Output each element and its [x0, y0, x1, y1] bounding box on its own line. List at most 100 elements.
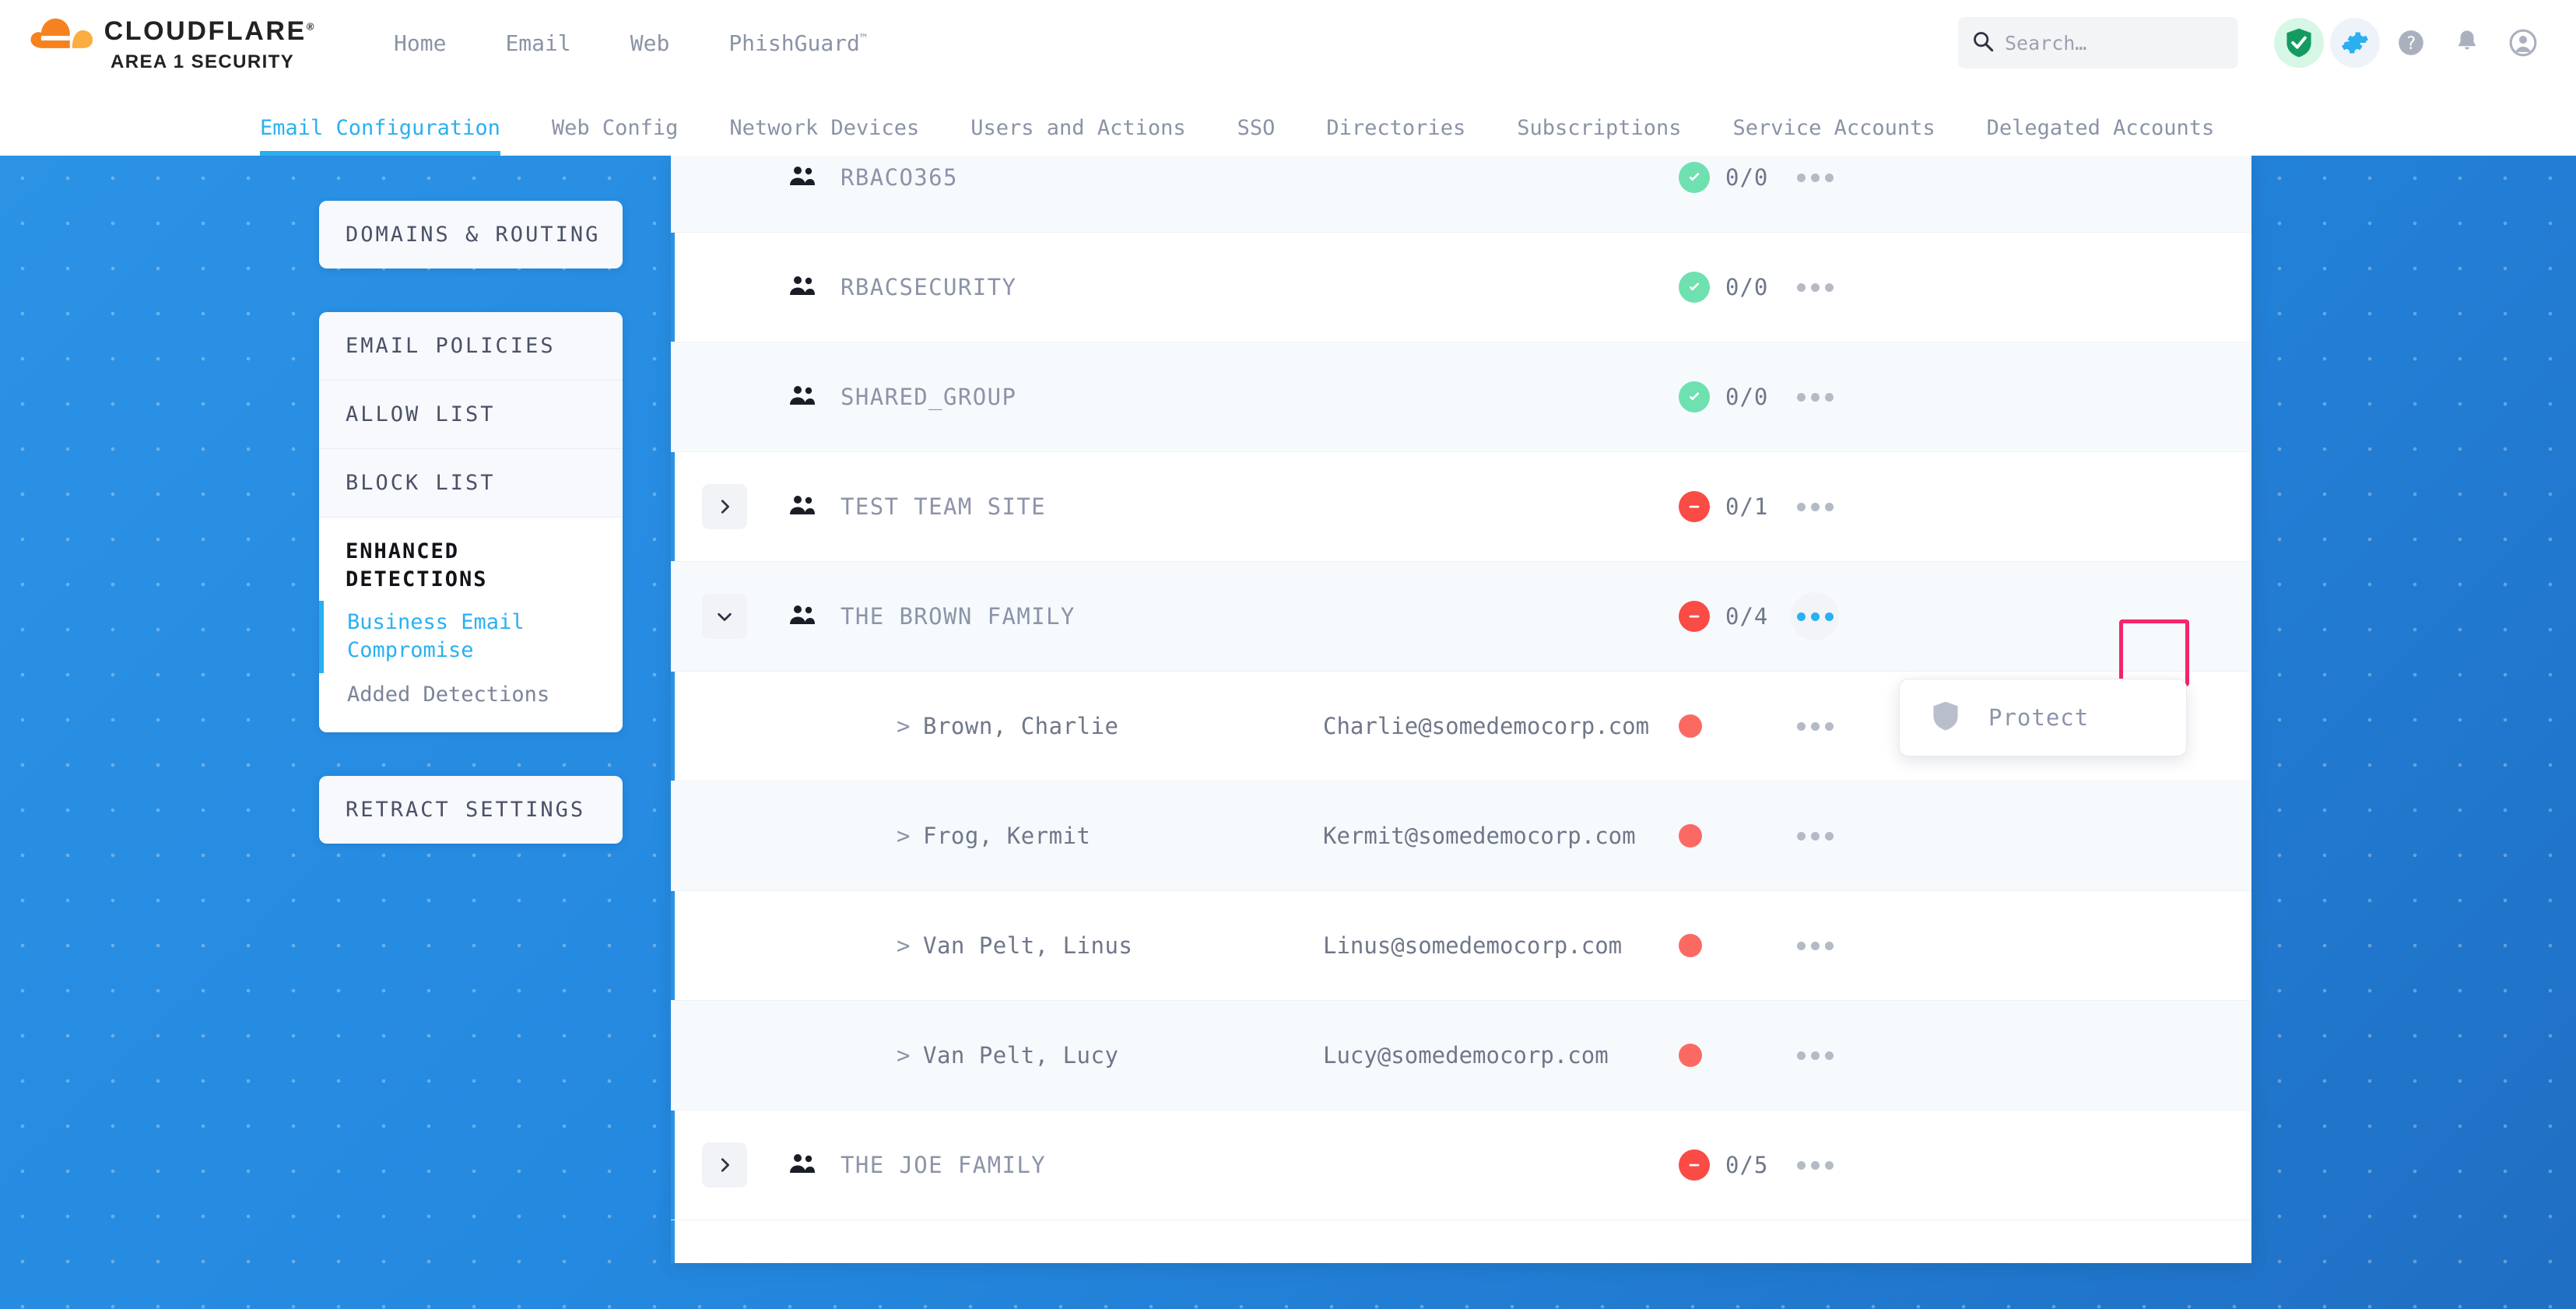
settings-sidebar: DOMAINS & ROUTING EMAIL POLICIES ALLOW L… [319, 201, 623, 887]
group-icon [778, 275, 826, 299]
table-row[interactable]: THE JOE FAMILY 0/5 [671, 1111, 2251, 1220]
row-actions-menu-active[interactable] [1772, 592, 1858, 640]
table-row[interactable]: > Brown, Charlie Charlie@somedemocorp.com [671, 672, 2251, 781]
group-icon [778, 385, 826, 409]
table-row[interactable]: > Van Pelt, Lucy Lucy@somedemocorp.com [671, 1001, 2251, 1111]
kebab-icon[interactable] [1791, 592, 1839, 640]
minus-icon [1679, 1149, 1710, 1181]
tab-service-accounts[interactable]: Service Accounts [1732, 116, 1936, 140]
kebab-icon[interactable] [1791, 812, 1839, 860]
table-row[interactable]: > Van Pelt, Linus Linus@somedemocorp.com [671, 891, 2251, 1001]
member-email: Charlie@somedemocorp.com [1323, 713, 1650, 739]
row-actions-menu[interactable] [1772, 483, 1858, 531]
table-row[interactable]: SHARED_GROUP 0/0 [671, 342, 2251, 452]
unprotected-dot-icon [1679, 714, 1702, 738]
tab-email-configuration[interactable]: Email Configuration [260, 116, 500, 156]
member-caret-icon: > [897, 932, 911, 959]
chevron-right-icon[interactable] [702, 1142, 747, 1188]
sidebar-item-email-policies[interactable]: EMAIL POLICIES [319, 312, 623, 381]
nav-item-home[interactable]: Home [394, 30, 447, 56]
status-badge: 0/0 [1679, 272, 1768, 303]
chevron-down-icon[interactable] [702, 594, 747, 639]
member-name: > Van Pelt, Lucy [897, 1042, 1119, 1069]
brand-logo[interactable]: CLOUDFLARE® AREA 1 SECURITY [28, 12, 316, 73]
group-icon [778, 605, 826, 628]
top-header: CLOUDFLARE® AREA 1 SECURITY Home Email W… [0, 0, 2576, 86]
row-toggle-cell[interactable] [671, 594, 778, 639]
kebab-icon[interactable] [1791, 483, 1839, 531]
row-actions-menu[interactable] [1772, 812, 1858, 860]
search-input[interactable] [2005, 31, 2224, 54]
tab-delegated-accounts[interactable]: Delegated Accounts [1986, 116, 2215, 140]
group-name: SHARED_GROUP [841, 384, 1017, 410]
search-icon [1972, 30, 1994, 55]
sidebar-item-domains-routing[interactable]: DOMAINS & ROUTING [346, 223, 601, 247]
main-nav: Home Email Web PhishGuard™ [364, 30, 897, 56]
table-row[interactable]: THE BROWN FAMILY 0/4 [671, 562, 2251, 672]
protected-count: 0/1 [1725, 493, 1769, 520]
table-row[interactable]: TEST TEAM SITE 0/1 [671, 452, 2251, 562]
group-icon [778, 166, 826, 189]
table-row[interactable]: RBACO365 0/0 [671, 156, 2251, 233]
svg-text:?: ? [2406, 33, 2416, 54]
status-badge [1679, 824, 1702, 848]
row-actions-menu[interactable] [1772, 921, 1858, 970]
kebab-icon[interactable] [1791, 373, 1839, 421]
kebab-icon[interactable] [1791, 702, 1839, 750]
check-icon [1679, 162, 1710, 193]
sidebar-item-retract-settings[interactable]: RETRACT SETTINGS [346, 798, 586, 823]
group-name: RBACO365 [841, 164, 958, 191]
member-email: Lucy@somedemocorp.com [1323, 1042, 1609, 1069]
menu-item-protect[interactable]: Protect [1988, 704, 2090, 731]
row-toggle-cell[interactable] [671, 484, 778, 529]
kebab-icon[interactable] [1791, 263, 1839, 311]
member-caret-icon: > [897, 713, 911, 739]
kebab-icon[interactable] [1791, 1031, 1839, 1079]
protected-count: 0/5 [1725, 1152, 1769, 1178]
chevron-right-icon[interactable] [702, 484, 747, 529]
row-context-menu[interactable]: Protect [1899, 679, 2187, 756]
shield-check-icon[interactable] [2274, 18, 2324, 68]
member-caret-icon: > [897, 1042, 911, 1069]
nav-item-email[interactable]: Email [505, 30, 571, 56]
status-badge [1679, 934, 1702, 957]
kebab-icon[interactable] [1791, 1141, 1839, 1189]
table-row[interactable]: > Frog, Kermit Kermit@somedemocorp.com [671, 781, 2251, 891]
sidebar-item-allow-list[interactable]: ALLOW LIST [319, 381, 623, 449]
row-actions-menu[interactable] [1772, 373, 1858, 421]
row-toggle-cell[interactable] [671, 1142, 778, 1188]
member-name: > Brown, Charlie [897, 713, 1119, 739]
nav-item-phishguard[interactable]: PhishGuard™ [728, 30, 867, 56]
cloudflare-cloud-icon [30, 18, 93, 48]
search-box[interactable] [1958, 17, 2238, 68]
tab-directories[interactable]: Directories [1326, 116, 1466, 140]
sidebar-item-added-detections[interactable]: Added Detections [319, 672, 623, 733]
status-badge: 0/5 [1679, 1149, 1768, 1181]
tab-network-devices[interactable]: Network Devices [729, 116, 920, 140]
minus-icon [1679, 601, 1710, 632]
tab-web-config[interactable]: Web Config [551, 116, 679, 140]
unprotected-dot-icon [1679, 824, 1702, 848]
tab-sso[interactable]: SSO [1237, 116, 1276, 140]
gear-icon[interactable] [2330, 18, 2380, 68]
sidebar-item-block-list[interactable]: BLOCK LIST [319, 449, 623, 518]
group-name: TEST TEAM SITE [841, 493, 1047, 520]
row-actions-menu[interactable] [1772, 702, 1858, 750]
tab-users-and-actions[interactable]: Users and Actions [970, 116, 1186, 140]
sidebar-item-business-email-compromise[interactable]: Business Email Compromise [319, 600, 623, 673]
account-icon[interactable] [2498, 18, 2548, 68]
row-actions-menu[interactable] [1772, 263, 1858, 311]
kebab-icon[interactable] [1791, 156, 1839, 202]
group-icon [778, 495, 826, 518]
status-badge: 0/4 [1679, 601, 1768, 632]
bell-icon[interactable] [2442, 18, 2492, 68]
tab-subscriptions[interactable]: Subscriptions [1517, 116, 1682, 140]
row-actions-menu[interactable] [1772, 1031, 1858, 1079]
row-actions-menu[interactable] [1772, 156, 1858, 202]
table-row[interactable]: RBACSECURITY 0/0 [671, 233, 2251, 342]
help-icon[interactable]: ? [2386, 18, 2436, 68]
kebab-icon[interactable] [1791, 921, 1839, 970]
status-badge: 0/1 [1679, 491, 1768, 522]
row-actions-menu[interactable] [1772, 1141, 1858, 1189]
nav-item-web[interactable]: Web [630, 30, 670, 56]
